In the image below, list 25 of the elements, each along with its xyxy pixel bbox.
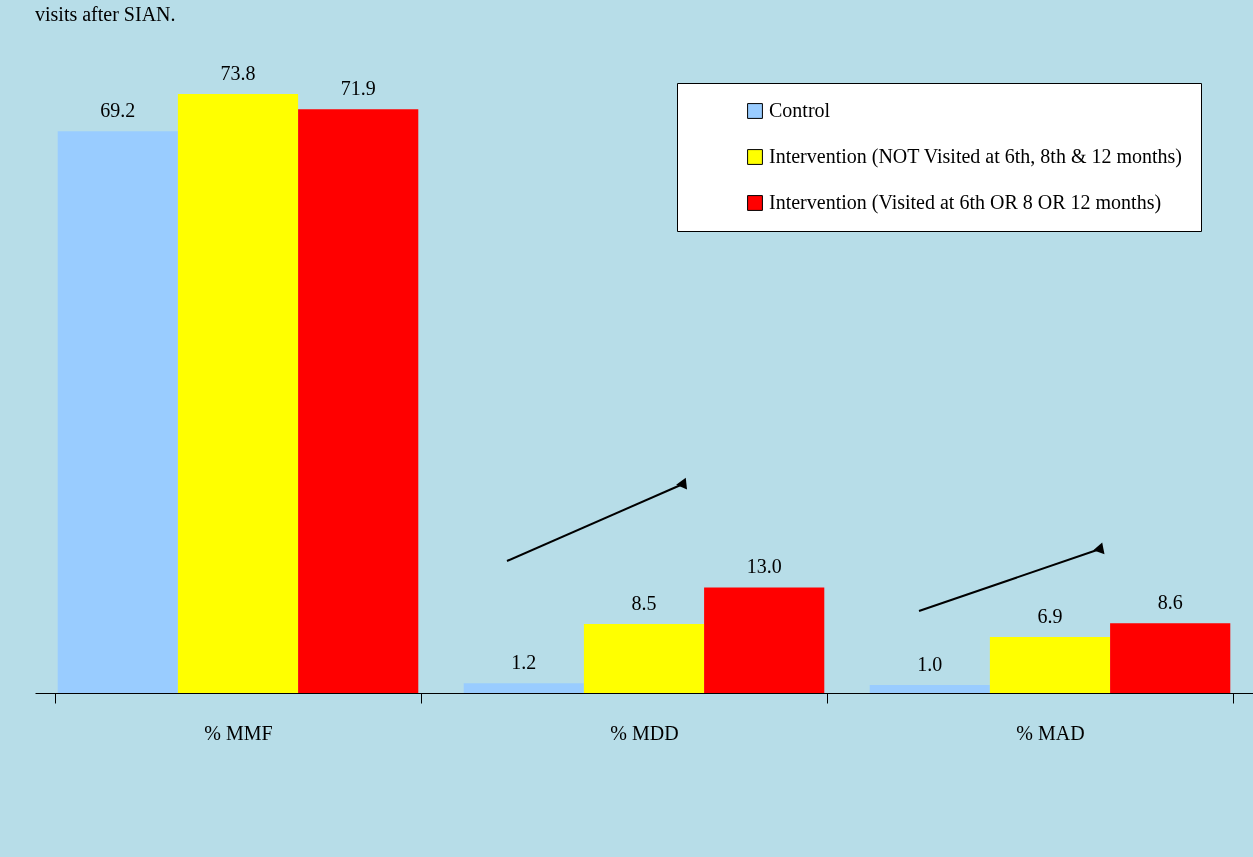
bar bbox=[57, 131, 178, 693]
bar bbox=[989, 636, 1111, 693]
legend-label: Control bbox=[769, 99, 831, 121]
x-tick-label: % MMF bbox=[204, 721, 273, 744]
bar bbox=[869, 684, 990, 693]
x-tick-label: % MDD bbox=[610, 721, 679, 744]
bar bbox=[704, 587, 825, 693]
bar bbox=[583, 624, 705, 693]
x-tick-label: % MAD bbox=[1016, 721, 1085, 744]
legend-label: Intervention (Visited at 6th OR 8 OR 12 months) bbox=[769, 191, 1162, 214]
data-label: 1.0 bbox=[917, 652, 943, 675]
data-label: 6.9 bbox=[1037, 604, 1063, 627]
data-label: 8.5 bbox=[631, 592, 657, 614]
data-label: 71.9 bbox=[340, 77, 376, 100]
bar bbox=[298, 109, 419, 693]
data-label: 1.2 bbox=[511, 651, 537, 674]
data-label: 13.0 bbox=[746, 555, 782, 578]
chart-title: visits after SIAN. bbox=[35, 3, 176, 25]
data-label: 8.6 bbox=[1157, 591, 1183, 614]
bar bbox=[463, 683, 584, 693]
legend-label: Intervention (NOT Visited at 6th, 8th & 12 months) bbox=[769, 145, 1183, 168]
bar bbox=[1110, 623, 1231, 693]
data-label: 73.8 bbox=[220, 61, 256, 84]
data-label: 69.2 bbox=[100, 99, 136, 122]
bar bbox=[177, 93, 299, 693]
